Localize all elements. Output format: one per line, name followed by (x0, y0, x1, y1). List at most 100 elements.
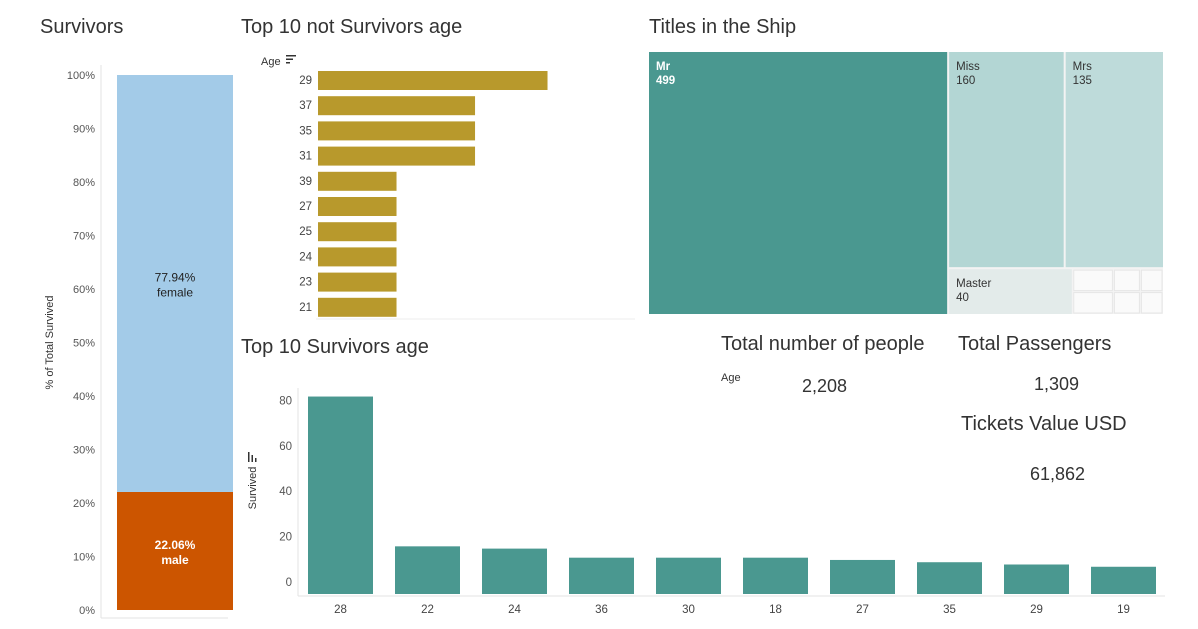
sort-icon (251, 455, 253, 462)
not-survivors-chart-title: Top 10 not Survivors age (241, 16, 463, 38)
survivors-age-bar-chart: 0 20 40 60 80 Survived 28 22 24 36 30 18 27 35 29 19 (247, 388, 1165, 616)
survivors-age-y-axis-label: Survived (247, 467, 259, 510)
treemap-cell-small (1073, 292, 1113, 314)
treemap-cell-small (1140, 269, 1163, 292)
treemap-cell-miss-value: 160 (956, 75, 975, 87)
not-survivors-bar (318, 96, 476, 116)
survivors-age-x-tick-label: 24 (508, 604, 521, 616)
tickets-value-title: Tickets Value USD (961, 413, 1127, 435)
not-survivors-bar (318, 146, 476, 166)
survivors-y-tick-label: 20% (73, 498, 95, 510)
survivors-age-x-tick-label: 18 (769, 604, 782, 616)
treemap-cell-mr-name: Mr (656, 61, 671, 73)
survivors-y-tick-label: 10% (73, 552, 95, 564)
treemap-cell-mrs-name: Mrs (1073, 61, 1092, 73)
treemap-cell-mrs-value: 135 (1073, 75, 1092, 87)
treemap-cell-small (1113, 292, 1140, 314)
survivors-age-bar (482, 548, 547, 594)
survivors-age-bar (743, 557, 808, 594)
treemap-cell-mrs (1065, 52, 1163, 268)
survivors-age-x-tick-label: 29 (1030, 604, 1043, 616)
survivors-age-bar (395, 546, 460, 594)
not-survivors-bar (318, 197, 397, 216)
treemap-cell-small (1113, 269, 1140, 292)
survivors-age-y-tick-label: 0 (286, 577, 292, 589)
survivors-y-tick-label: 90% (73, 124, 95, 136)
not-survivors-age-label: 29 (299, 75, 312, 87)
treemap-cell-master-name: Master (956, 278, 991, 290)
not-survivors-axis-label: Age (261, 56, 281, 68)
not-survivors-bar (318, 272, 397, 292)
survivors-age-bar (830, 559, 895, 594)
survivors-age-y-tick-label: 40 (279, 486, 292, 498)
survivors-y-tick-label: 70% (73, 231, 95, 243)
survivors-age-bar (917, 562, 982, 594)
survivors-age-x-tick-label: 22 (421, 604, 434, 616)
total-passengers-title: Total Passengers (958, 333, 1112, 355)
survivors-segment-female (117, 75, 233, 492)
not-survivors-bar (318, 297, 397, 317)
survivors-age-x-tick-label: 28 (334, 604, 347, 616)
treemap-cell-miss (949, 52, 1064, 268)
sort-icon (255, 458, 257, 462)
not-survivors-age-label: 39 (299, 176, 312, 188)
survivors-segment-male (117, 491, 233, 610)
survivors-age-bar (308, 396, 373, 594)
survivors-age-x-tick-label: 19 (1117, 604, 1130, 616)
survivors-segment-value-label: 77.94% (155, 270, 196, 284)
survivors-age-y-tick-label: 80 (279, 395, 292, 407)
not-survivors-age-label: 35 (299, 125, 312, 137)
not-survivors-age-label: 25 (299, 226, 312, 238)
titles-treemap: Mr 499 Miss 160 Mrs 135 Master 40 (649, 52, 1163, 314)
not-survivors-age-label: 24 (299, 251, 312, 263)
not-survivors-bar (318, 222, 397, 242)
survivors-y-tick-label: 0% (79, 605, 95, 617)
survivors-y-tick-label: 30% (73, 445, 95, 457)
survivors-segment-name-label: female (157, 285, 193, 299)
treemap-cell-small (1140, 292, 1163, 314)
tickets-value: 61,862 (1030, 464, 1086, 484)
treemap-cell-mr (649, 52, 948, 314)
total-people-value: 2,208 (802, 376, 848, 396)
treemap-cell-master-value: 40 (956, 292, 969, 304)
not-survivors-age-label: 23 (299, 277, 312, 289)
treemap-cell-small (1073, 269, 1113, 292)
not-survivors-age-label: 27 (299, 201, 312, 213)
survivors-age-y-tick-label: 20 (279, 532, 292, 544)
not-survivors-age-label: 21 (299, 302, 312, 314)
survivors-age-x-tick-label: 27 (856, 604, 869, 616)
sort-icon (286, 62, 290, 64)
survivors-y-tick-label: 100% (67, 70, 95, 82)
sort-icon (286, 55, 296, 57)
survivors-y-tick-label: 50% (73, 338, 95, 350)
survivors-age-x-tick-label: 30 (682, 604, 695, 616)
survivors-age-chart-title: Top 10 Survivors age (241, 336, 429, 358)
not-survivors-age-label: 31 (299, 151, 312, 163)
not-survivors-age-bar-chart: Age 29 37 35 31 39 27 25 24 23 21 (261, 55, 635, 320)
survivors-age-bar (656, 557, 721, 594)
treemap-cell-mr-value: 499 (656, 75, 675, 87)
treemap-cell-master (949, 269, 1072, 314)
survivors-stacked-bar-chart: 0% 10% 20% 30% 40% 50% 60% 70% 80% 90% 100% % of To… (44, 65, 233, 619)
survivors-age-x-tick-label: 35 (943, 604, 956, 616)
not-survivors-age-label: 37 (299, 100, 312, 112)
survivors-age-bar (1091, 566, 1156, 594)
sort-icon (248, 452, 250, 462)
treemap-cell-miss-name: Miss (956, 61, 980, 73)
survivors-y-axis-label: % of Total Survived (44, 296, 56, 390)
not-survivors-bar (318, 247, 397, 267)
not-survivors-bar (318, 71, 548, 90)
survivors-age-x-tick-label: 36 (595, 604, 608, 616)
total-passengers-value: 1,309 (1034, 374, 1080, 394)
total-people-age-label: Age (721, 372, 741, 384)
not-survivors-bar (318, 171, 397, 191)
survivors-y-tick-label: 40% (73, 391, 95, 403)
titles-chart-title: Titles in the Ship (649, 16, 797, 38)
survivors-y-tick-label: 80% (73, 177, 95, 189)
survivors-chart-title: Survivors (40, 16, 124, 38)
sort-icon (286, 58, 293, 60)
survivors-y-tick-label: 60% (73, 284, 95, 296)
survivors-age-bar (1004, 564, 1069, 594)
not-survivors-bar (318, 121, 476, 141)
survivors-segment-value-label: 22.06% (155, 538, 196, 552)
